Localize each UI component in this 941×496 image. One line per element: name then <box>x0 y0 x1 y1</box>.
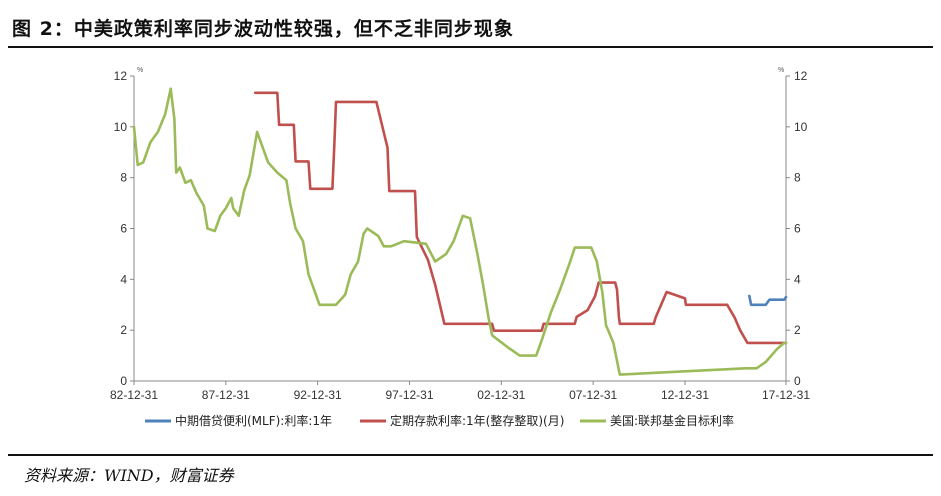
chart-axes: 0 0 2 2 4 4 6 6 8 8 10 10 12 12% % 82-12-31 87-12-31 92-1… <box>110 67 810 402</box>
x-tick-label: 82-12-31 <box>110 388 158 402</box>
y-tick-label-left: 6 <box>120 222 127 236</box>
y-unit-right: % <box>778 67 784 74</box>
y-tick-label-right: 4 <box>794 272 801 286</box>
legend-label-mlf: 中期借贷便利(MLF):利率:1年 <box>175 413 332 428</box>
y-tick-label-right: 0 <box>794 374 801 388</box>
x-tick-label: 17-12-31 <box>762 388 810 402</box>
figure-title: 图 2：中美政策利率同步波动性较强，但不乏非同步现象 <box>12 18 514 40</box>
y-tick-label-left: 2 <box>120 323 127 337</box>
legend-label-deposit: 定期存款利率:1年(整存整取)(月) <box>390 413 564 428</box>
y-tick-label-left: 4 <box>120 272 127 286</box>
source-rule <box>8 454 933 456</box>
title-rule <box>8 46 933 48</box>
legend-label-fed: 美国:联邦基金目标利率 <box>610 413 734 428</box>
y-tick-label-left: 0 <box>120 374 127 388</box>
series-line-deposit <box>253 91 788 345</box>
x-tick-label: 97-12-31 <box>385 388 433 402</box>
y-tick-label-right: 6 <box>794 222 801 236</box>
y-tick-label-right: 8 <box>794 171 801 185</box>
x-tick-label: 07-12-31 <box>569 388 617 402</box>
y-tick-label-right: 12 <box>794 69 808 83</box>
x-tick-label: 87-12-31 <box>202 388 250 402</box>
x-tick-label: 12-12-31 <box>661 388 709 402</box>
chart-legend: 中期借贷便利(MLF):利率:1年 定期存款利率:1年(整存整取)(月) 美国:联邦… <box>145 413 734 428</box>
y-tick-label-left: 12 <box>114 69 128 83</box>
source-note: 资料来源：WIND，财富证券 <box>24 466 234 485</box>
y-tick-label-left: 8 <box>120 171 127 185</box>
y-unit-left: % <box>137 67 143 74</box>
y-tick-label-left: 10 <box>114 120 128 134</box>
x-tick-label: 02-12-31 <box>477 388 525 402</box>
series-line-fed <box>132 87 788 376</box>
chart-series <box>132 87 788 376</box>
y-tick-label-right: 10 <box>794 120 808 134</box>
y-tick-label-right: 2 <box>794 323 801 337</box>
x-tick-label: 92-12-31 <box>294 388 342 402</box>
series-line-mlf <box>748 294 788 307</box>
